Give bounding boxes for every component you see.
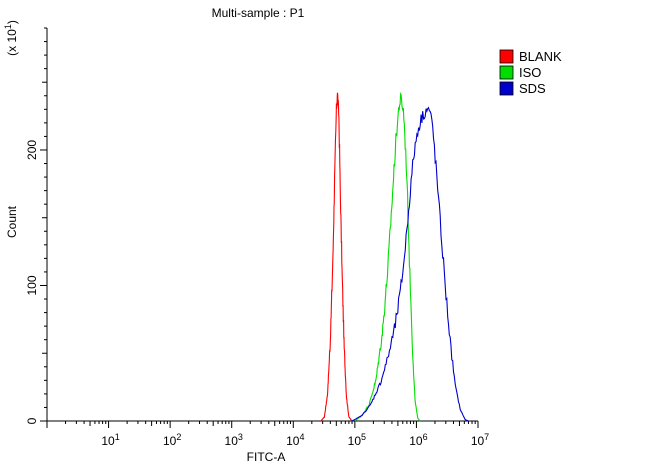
x-tick-label: 107 (471, 432, 489, 448)
legend-swatch-blank (499, 49, 514, 64)
series-group (320, 91, 469, 422)
y-tick-label: 0 (25, 417, 39, 424)
x-tick-label: 101 (101, 432, 119, 448)
x-ticks: 101 102 103 104 105 106 107 (46, 421, 489, 448)
y-tick-label: 100 (25, 275, 39, 295)
series-line-blank (320, 92, 353, 422)
axes (46, 28, 478, 422)
x-tick-label: 102 (163, 432, 181, 448)
legend-label-blank: BLANK (519, 49, 562, 64)
y-axis-label: Count (5, 205, 19, 238)
legend-swatch-iso (499, 65, 514, 80)
y-multiplier-label: (x 101) (3, 20, 19, 56)
legend-label-iso: ISO (519, 65, 541, 80)
y-ticks: 0 100 200 (25, 27, 47, 424)
legend-swatch-sds (499, 81, 514, 96)
x-tick-label: 103 (225, 432, 243, 448)
svg-text:(x 101): (x 101) (3, 20, 19, 56)
y-tick-label: 200 (25, 140, 39, 160)
x-tick-label: 106 (409, 432, 427, 448)
x-axis-label: FITC-A (247, 450, 286, 464)
legend-label-sds: SDS (519, 81, 546, 96)
chart-title: Multi-sample : P1 (212, 6, 305, 20)
series-line-sds (351, 106, 469, 422)
x-tick-label: 105 (348, 432, 366, 448)
x-tick-label: 104 (286, 432, 304, 448)
series-line-iso (354, 91, 421, 422)
